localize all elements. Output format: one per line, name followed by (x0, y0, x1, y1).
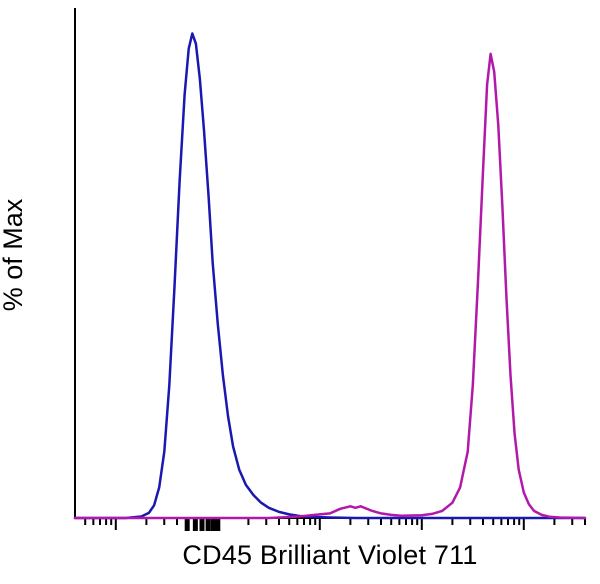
cd45-positive-population-magenta-curve (73, 52, 587, 520)
y-axis-label: % of Max (0, 198, 28, 312)
x-axis-label: CD45 Brilliant Violet 711 (182, 540, 478, 570)
negative-population-blue-curve (73, 32, 587, 520)
